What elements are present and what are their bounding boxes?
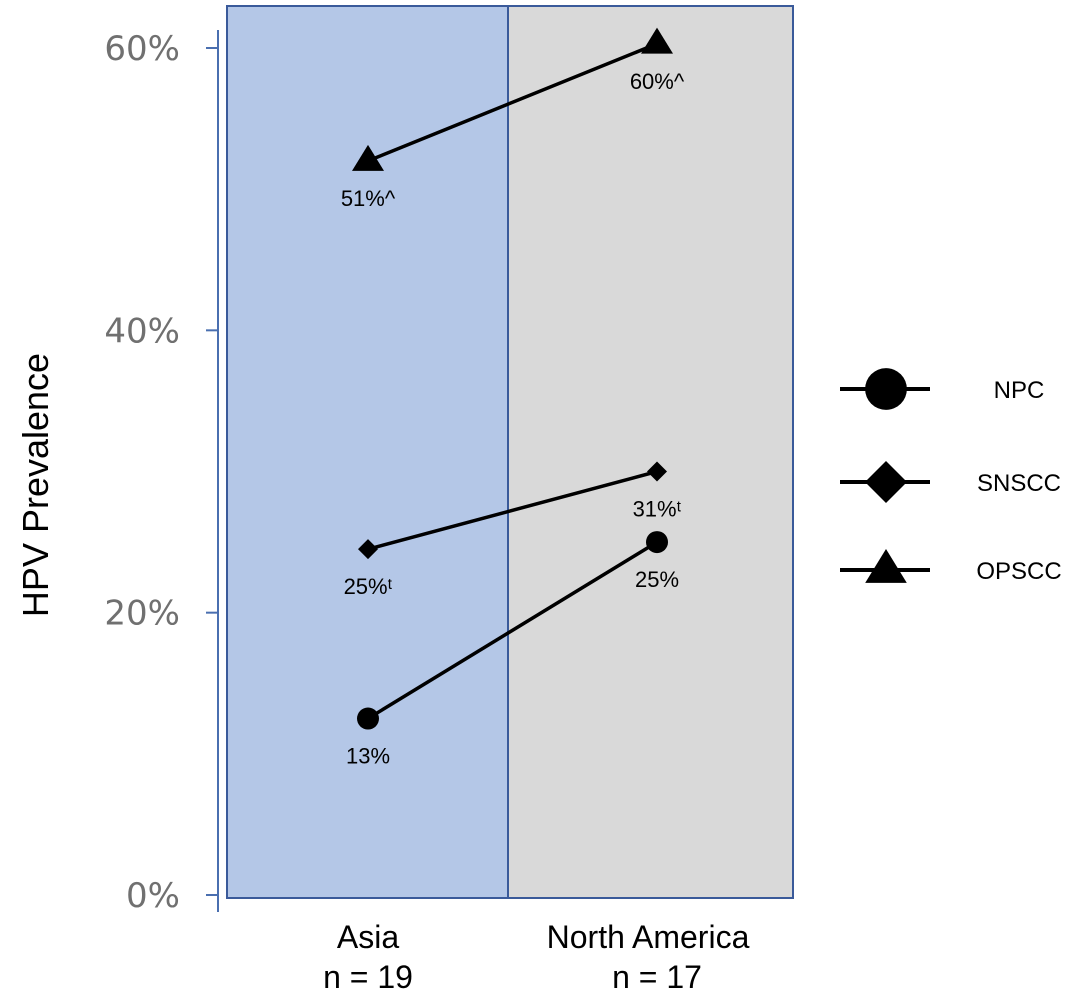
data-label-opscc-asia: 51%^: [341, 186, 396, 211]
data-label-opscc-north-america: 60%^: [630, 69, 685, 94]
category-panels: [226, 5, 794, 899]
x-sublabel-asia: n = 19: [323, 959, 413, 995]
legend-label-npc: NPC: [994, 377, 1045, 404]
point-opscc-north-america: [641, 27, 673, 54]
x-label-north-america: North America: [547, 919, 750, 955]
x-category-labels: Asia n = 19 North America n = 17: [323, 919, 750, 995]
series-line-snscc: [367, 469, 658, 551]
data-label-npc-asia: 13%: [346, 744, 390, 769]
x-sublabel-north-america: n = 17: [612, 959, 702, 995]
y-tick-label-0: 0%: [126, 876, 180, 916]
y-axis-label: HPV Prevalence: [15, 353, 56, 617]
legend-label-snscc: SNSCC: [977, 470, 1061, 497]
point-snscc-north-america: [647, 461, 667, 482]
series-npc: 13% 25%: [346, 531, 679, 769]
y-tick-label-40: 40%: [104, 311, 180, 351]
series-opscc: 51%^ 60%^: [341, 27, 685, 211]
series-snscc: 25%ᵗ 31%ᵗ: [344, 461, 682, 599]
y-tick-label-20: 20%: [104, 594, 180, 634]
data-label-npc-north-america: 25%: [635, 567, 679, 592]
data-label-snscc-asia: 25%ᵗ: [344, 574, 393, 599]
legend-item-snscc: SNSCC: [840, 461, 1061, 503]
panel-north-america: [507, 5, 794, 899]
x-label-asia: Asia: [337, 919, 399, 955]
legend-item-npc: NPC: [840, 368, 1044, 410]
legend-marker-npc: [865, 368, 907, 410]
legend: NPC SNSCC OPSCC: [840, 368, 1062, 585]
legend-marker-opscc: [865, 549, 907, 583]
series-line-opscc: [367, 42, 658, 163]
series-group: 13% 25% 25%ᵗ 31%ᵗ 51%^ 60%^: [341, 27, 685, 769]
point-opscc-asia: [352, 144, 384, 171]
point-npc-north-america: [646, 531, 668, 554]
point-npc-asia: [357, 707, 379, 730]
y-axis: 0% 20% 40% 60%: [104, 29, 219, 916]
series-line-npc: [367, 540, 658, 721]
y-tick-label-60: 60%: [104, 29, 180, 69]
legend-marker-snscc: [865, 461, 907, 503]
data-label-snscc-north-america: 31%ᵗ: [633, 497, 682, 522]
legend-item-opscc: OPSCC: [840, 549, 1062, 585]
legend-label-opscc: OPSCC: [976, 558, 1061, 585]
point-snscc-asia: [358, 539, 378, 560]
